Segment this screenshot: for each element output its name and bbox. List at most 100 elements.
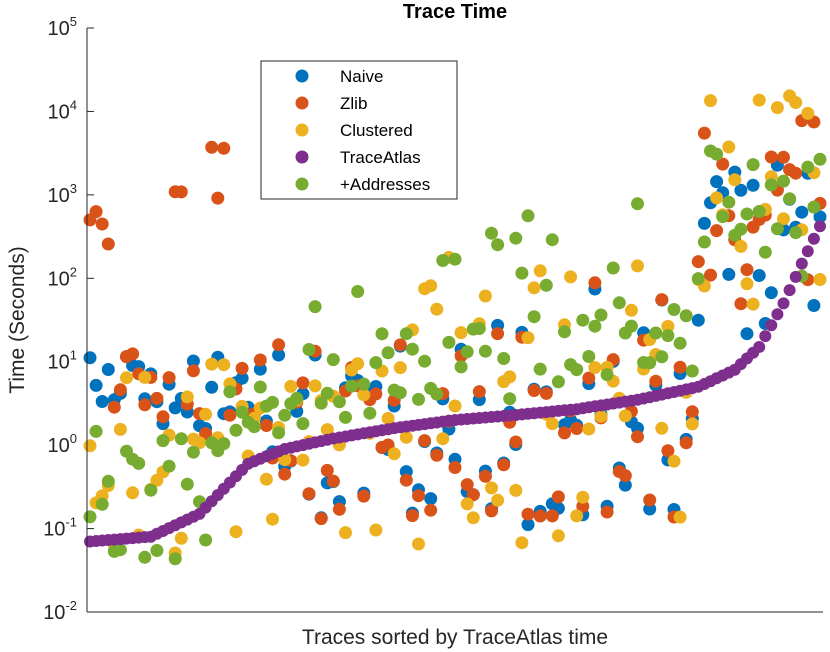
data-point-clustered [399, 430, 413, 444]
data-point-zlib [485, 504, 498, 518]
data-point-clustered [259, 472, 273, 486]
data-point-plus-addresses [485, 226, 498, 240]
data-point-zlib [320, 463, 334, 477]
data-point-plus-addresses [186, 445, 200, 459]
data-point-plus-addresses [533, 362, 547, 376]
data-point-plus-addresses [478, 344, 492, 358]
data-point-zlib [460, 478, 474, 492]
data-point-plus-addresses [168, 552, 182, 566]
data-point-clustered [533, 264, 547, 278]
data-point-clustered [777, 212, 790, 226]
data-point-plus-addresses [399, 327, 413, 341]
data-point-zlib [478, 469, 492, 483]
data-point-plus-addresses [551, 375, 565, 389]
data-point-plus-addresses [624, 319, 638, 333]
data-point-clustered [478, 289, 492, 303]
data-point-zlib [101, 237, 115, 251]
legend-marker [295, 177, 309, 191]
data-point-zlib [332, 502, 346, 516]
data-point-plus-addresses [539, 278, 553, 292]
legend-label: Clustered [340, 121, 413, 140]
data-point-plus-addresses [326, 353, 340, 367]
data-point-zlib [570, 422, 584, 435]
y-tick-label: 105 [48, 14, 77, 40]
data-point-clustered [113, 422, 127, 436]
data-point-clustered [789, 96, 803, 109]
data-point-naive [521, 518, 535, 532]
data-point-clustered [503, 370, 517, 384]
data-point-zlib [357, 489, 371, 503]
data-point-naive [752, 269, 766, 282]
data-point-plus-addresses [320, 386, 334, 400]
x-axis-label: Traces sorted by TraceAtlas time [302, 626, 608, 649]
data-point-clustered [266, 512, 279, 526]
data-point-clustered [545, 417, 559, 431]
data-point-plus-addresses [436, 254, 450, 267]
legend-items: Naive Zlib Clustered TraceAtlas +Addresses [295, 67, 430, 194]
data-point-clustered [138, 370, 152, 384]
data-point-zlib [205, 140, 219, 154]
data-point-plus-addresses [448, 252, 462, 266]
data-point-plus-addresses [314, 396, 328, 410]
data-point-plus-addresses [357, 377, 371, 391]
data-point-plus-addresses [217, 437, 231, 451]
data-point-naive [89, 378, 103, 392]
data-point-plus-addresses [649, 326, 663, 340]
data-point-plus-addresses [612, 296, 626, 310]
data-point-zlib [448, 461, 462, 474]
data-point-zlib [223, 408, 237, 422]
data-point-zlib [95, 217, 109, 231]
data-point-clustered [120, 371, 133, 385]
data-point-clustered [308, 379, 322, 393]
data-point-zlib [393, 338, 407, 352]
data-point-zlib [521, 507, 535, 521]
data-point-naive [740, 327, 754, 341]
data-point-zlib [716, 157, 730, 171]
data-point-naive [691, 313, 705, 327]
data-point-zlib [199, 427, 213, 441]
data-point-naive [235, 371, 249, 385]
data-point-plus-addresses [807, 200, 821, 214]
scatter-points [83, 89, 827, 566]
data-point-traceatlas [807, 232, 820, 245]
data-point-zlib [777, 150, 790, 164]
data-point-clustered [576, 490, 590, 504]
data-point-clustered [357, 388, 371, 402]
data-point-traceatlas [789, 270, 802, 283]
data-point-naive [722, 267, 736, 281]
data-point-zlib [588, 276, 602, 290]
data-point-plus-addresses [454, 360, 468, 374]
data-point-zlib [497, 458, 511, 472]
data-point-clustered [339, 526, 352, 540]
data-point-plus-addresses [758, 245, 772, 259]
data-point-clustered [685, 417, 699, 431]
data-point-plus-addresses [770, 222, 784, 236]
data-point-naive [253, 362, 267, 376]
data-point-traceatlas [783, 284, 796, 297]
data-point-naive [101, 363, 115, 376]
data-point-plus-addresses [266, 395, 279, 409]
y-tick-label: 100 [48, 431, 77, 457]
data-point-zlib [156, 410, 170, 424]
data-point-clustered [746, 297, 760, 311]
data-point-zlib [412, 489, 425, 503]
data-point-zlib [600, 505, 614, 519]
data-point-zlib [764, 150, 778, 164]
data-point-clustered [710, 191, 724, 205]
data-point-plus-addresses [302, 343, 316, 356]
data-point-naive [813, 210, 827, 224]
data-point-zlib [710, 224, 724, 238]
data-point-zlib [405, 509, 419, 523]
data-point-plus-addresses [430, 387, 444, 401]
data-point-zlib [697, 126, 711, 140]
data-point-zlib [472, 385, 486, 399]
y-tick-label: 103 [48, 181, 77, 207]
data-point-clustered [770, 101, 784, 115]
data-point-zlib [789, 166, 803, 180]
data-point-zlib [126, 347, 140, 361]
data-point-naive [734, 183, 748, 197]
data-point-plus-addresses [740, 207, 754, 221]
data-point-plus-addresses [405, 342, 419, 356]
data-point-clustered [369, 523, 383, 537]
data-point-zlib [527, 384, 541, 397]
